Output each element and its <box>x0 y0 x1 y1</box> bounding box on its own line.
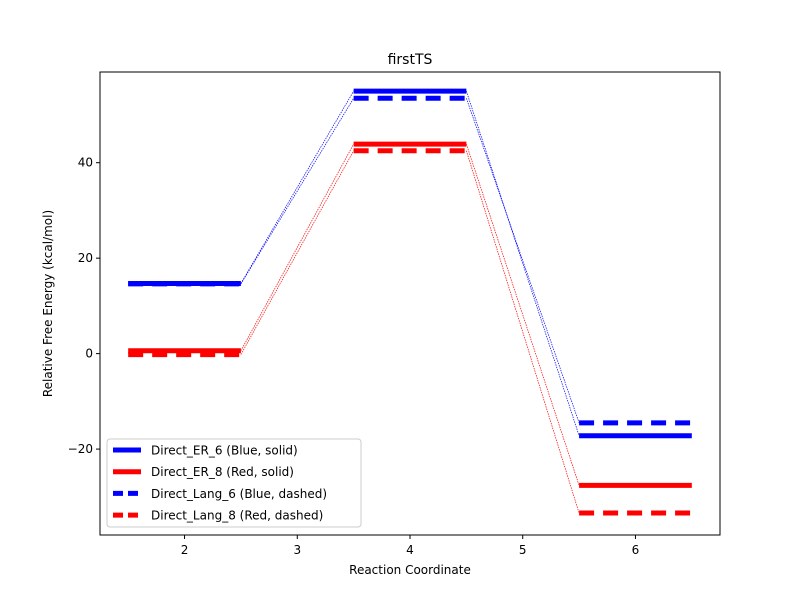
legend-box <box>106 438 362 528</box>
connector-layer <box>240 90 580 514</box>
plot-frame <box>99 71 721 536</box>
legend-label: Direct_ER_8 (Red, solid) <box>151 465 294 479</box>
legend-label: Direct_Lang_6 (Blue, dashed) <box>151 487 327 501</box>
connector-line <box>466 143 580 486</box>
legend: Direct_ER_6 (Blue, solid) Direct_ER_8 (Re… <box>106 438 362 528</box>
connector-line <box>240 143 354 351</box>
connector-line <box>240 90 354 284</box>
connector-line <box>466 98 580 423</box>
connector-line <box>240 150 354 355</box>
y-axis-ticks: −20 0 20 40 <box>68 156 100 456</box>
energy-level-layer <box>128 88 692 516</box>
x-tick-label: 5 <box>519 543 527 557</box>
y-axis-label: Relative Free Energy (kcal/mol) <box>41 210 55 397</box>
connector-line <box>466 150 580 514</box>
x-tick-label: 2 <box>181 543 189 557</box>
x-tick-label: 6 <box>632 543 640 557</box>
x-tick-label: 3 <box>293 543 301 557</box>
x-axis-label: Reaction Coordinate <box>349 563 471 577</box>
connector-line <box>240 98 354 285</box>
legend-label: Direct_ER_6 (Blue, solid) <box>151 444 298 458</box>
chart-title: firstTS <box>388 52 433 68</box>
y-tick-label: 0 <box>85 347 93 361</box>
x-axis-ticks: 2 3 4 5 6 <box>181 535 640 557</box>
x-tick-label: 4 <box>406 543 414 557</box>
y-tick-label: −20 <box>68 442 93 456</box>
legend-label: Direct_Lang_8 (Red, dashed) <box>151 509 323 523</box>
connector-line <box>466 90 580 436</box>
y-tick-label: 40 <box>78 156 93 170</box>
y-tick-label: 20 <box>78 251 93 265</box>
